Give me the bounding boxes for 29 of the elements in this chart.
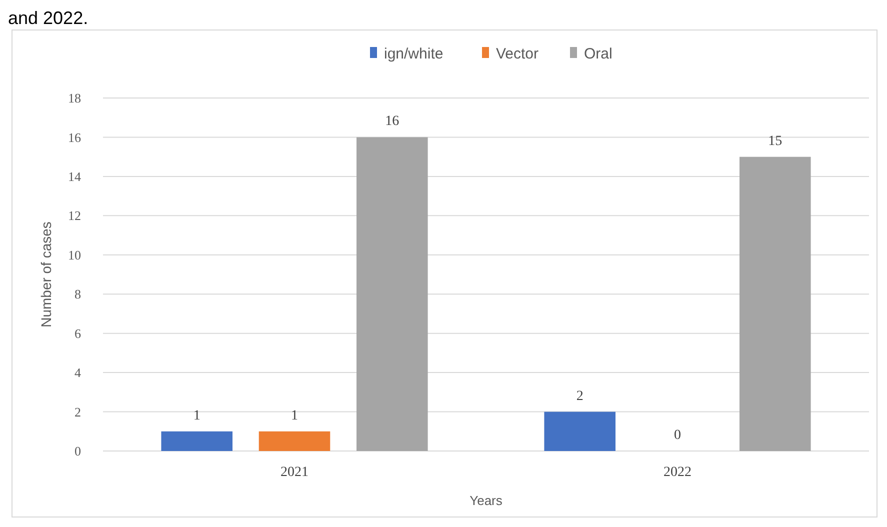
- y-tick-label: 6: [74, 326, 82, 341]
- bar: [740, 156, 811, 451]
- y-tick-label: 10: [68, 247, 81, 262]
- legend-label: Oral: [584, 45, 612, 62]
- data-label: 0: [674, 428, 681, 443]
- data-label: 16: [385, 114, 400, 130]
- bar: [258, 431, 330, 451]
- legend-label: ign/white: [384, 45, 444, 62]
- y-tick-label: 12: [68, 208, 81, 224]
- x-tick-label: 2021: [280, 465, 308, 480]
- bar: [356, 137, 428, 451]
- data-label: 15: [768, 134, 782, 149]
- bar: [161, 431, 232, 451]
- y-tick-label: 18: [68, 90, 81, 106]
- y-tick-label: 14: [68, 168, 82, 184]
- y-tick-label: 4: [74, 365, 82, 380]
- text: and 2022.: [8, 8, 88, 28]
- x-tick-label: 2022: [664, 465, 692, 480]
- y-tick-label: 2: [74, 404, 81, 420]
- bar: [544, 412, 616, 451]
- y-tick-label: 16: [68, 130, 82, 145]
- y-tick-label: 0: [74, 444, 81, 459]
- legend-label: Vector: [496, 45, 539, 62]
- x-axis-title: Years: [470, 493, 503, 508]
- y-axis-title: Number of cases: [38, 222, 54, 328]
- data-label: 1: [291, 408, 298, 424]
- data-label: 2: [576, 388, 584, 404]
- data-label: 1: [193, 408, 200, 424]
- y-tick-label: 8: [74, 286, 81, 302]
